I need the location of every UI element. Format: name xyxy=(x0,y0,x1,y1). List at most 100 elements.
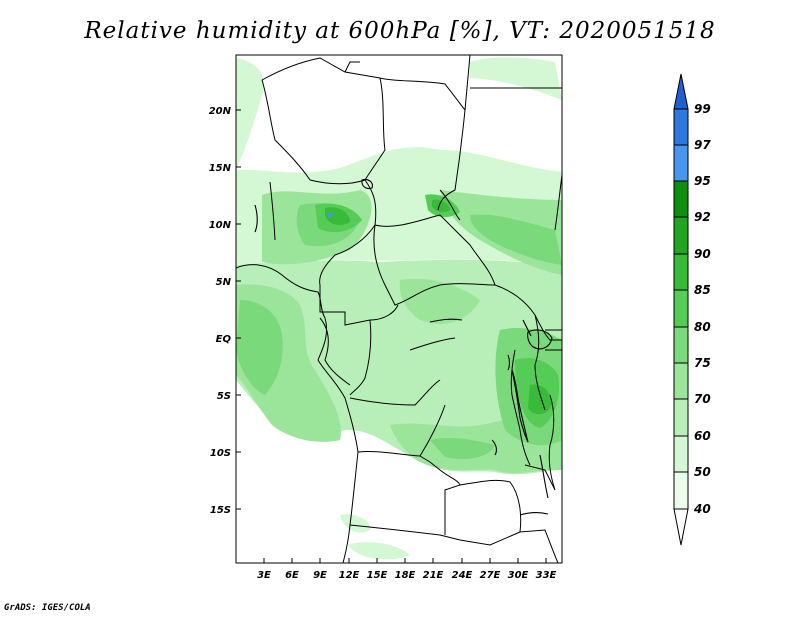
colorbar-swatch-70 xyxy=(673,362,689,400)
colorbar-swatch-75 xyxy=(673,326,689,364)
border-central-6 xyxy=(554,174,562,231)
lake-kivu xyxy=(507,354,511,371)
field-band-85-ne xyxy=(432,199,450,213)
lon-label: 3E xyxy=(257,570,271,581)
border-congo-3 xyxy=(349,379,441,406)
lat-label: 10N xyxy=(209,220,232,231)
colorbar-bottom-arrow xyxy=(673,508,689,546)
colorbar-label: 60 xyxy=(694,429,711,443)
border-east-5 xyxy=(548,394,556,491)
lon-label: 27E xyxy=(480,570,501,581)
border-south-1 xyxy=(349,524,521,546)
colorbar-label: 99 xyxy=(694,102,711,116)
border-north-8 xyxy=(437,109,466,211)
border-north-5 xyxy=(269,181,276,241)
field-band-50-south xyxy=(340,514,371,533)
border-congo-1 xyxy=(319,317,351,386)
colorbar-label: 97 xyxy=(694,138,711,152)
border-north-2 xyxy=(261,79,311,181)
lat-label: 15N xyxy=(209,163,232,174)
lake-chad xyxy=(361,178,373,190)
lake-volta xyxy=(254,204,258,233)
border-east-4 xyxy=(545,329,562,351)
border-south-2 xyxy=(357,404,446,471)
lon-label: 33E xyxy=(536,570,557,581)
colorbar-label: 90 xyxy=(694,247,711,261)
coastline-west xyxy=(236,264,359,563)
colorbar-swatch-90 xyxy=(673,216,689,255)
border-south-4 xyxy=(459,479,559,563)
field-band-70-central xyxy=(399,278,480,324)
colorbar-swatch-95 xyxy=(673,144,689,182)
border-east-6 xyxy=(524,464,556,491)
field-band-85-east xyxy=(528,384,552,415)
field-band-75-west xyxy=(236,300,283,395)
colorbar-swatch-40 xyxy=(673,471,689,510)
chart-title: Relative humidity at 600hPa [%], VT: 202… xyxy=(84,18,716,44)
lon-label: 9E xyxy=(313,570,327,581)
colorbar-swatch-60 xyxy=(673,398,689,437)
border-central-2 xyxy=(374,214,496,286)
lon-label: 12E xyxy=(339,570,360,581)
lat-label: 20N xyxy=(209,106,232,117)
lat-label: 5S xyxy=(217,391,231,402)
lon-label: 15E xyxy=(367,570,388,581)
lakes xyxy=(254,178,553,516)
lon-label: 21E xyxy=(423,570,444,581)
field-blob-95 xyxy=(327,212,333,218)
colorbar-label: 95 xyxy=(694,174,711,188)
field-band-50-ne xyxy=(470,57,562,100)
border-east-3 xyxy=(519,429,531,466)
border-central-7 xyxy=(439,189,461,221)
lake-victoria xyxy=(527,329,553,350)
colorbar: 99 97 95 92 90 85 80 75 70 60 50 40 xyxy=(673,73,711,546)
lake-kariba xyxy=(519,512,549,516)
lon-axis: 3E 6E 9E 12E 15E 18E 21E 24E 27E 30E 33E xyxy=(257,558,557,581)
colorbar-label: 92 xyxy=(694,210,711,224)
colorbar-label: 80 xyxy=(694,320,711,334)
border-east-1 xyxy=(510,349,521,431)
humidity-field xyxy=(236,55,562,563)
lake-malawi xyxy=(539,454,549,499)
field-band-75-south xyxy=(430,437,495,460)
border-central-1 xyxy=(319,224,376,286)
border-north-4 xyxy=(309,179,377,226)
field-band-50-sw xyxy=(348,542,410,560)
colorbar-label: 70 xyxy=(694,392,711,406)
field-band-85-north xyxy=(325,207,350,226)
lake-mweru xyxy=(491,439,497,456)
lon-label: 18E xyxy=(395,570,416,581)
border-north-3 xyxy=(364,77,386,181)
map-frame xyxy=(235,54,563,564)
lat-label: 15S xyxy=(210,505,231,516)
lon-label: 24E xyxy=(452,570,473,581)
lake-albert xyxy=(522,319,532,337)
colorbar-swatch-85 xyxy=(673,253,689,291)
colorbar-label: 50 xyxy=(694,465,711,479)
lake-tanganyika xyxy=(511,369,529,443)
border-east-2 xyxy=(534,314,546,411)
river-congo xyxy=(409,318,463,351)
colorbar-label: 75 xyxy=(694,356,711,370)
border-central-3 xyxy=(373,224,496,306)
colorbar-swatch-80 xyxy=(673,289,689,328)
lat-label: 5N xyxy=(216,277,232,288)
colorbar-top-arrow xyxy=(673,73,689,110)
lat-axis: 20N 15N 10N 5N EQ 5S 10S 15S xyxy=(209,106,241,516)
lat-label: EQ xyxy=(216,334,232,345)
country-borders xyxy=(236,55,562,563)
colorbar-label: 40 xyxy=(693,502,711,516)
border-central-4 xyxy=(319,285,399,326)
field-band-75-ne xyxy=(470,214,562,265)
colorbar-swatch-92 xyxy=(673,180,689,218)
colorbar-swatch-50 xyxy=(673,435,689,473)
border-north-1 xyxy=(261,57,381,81)
border-congo-2 xyxy=(349,319,372,396)
colorbar-label: 85 xyxy=(694,283,711,297)
border-north-6 xyxy=(344,55,471,112)
lat-label: 10S xyxy=(210,448,231,459)
colorbar-swatch-97 xyxy=(673,108,689,146)
lon-label: 30E xyxy=(508,570,529,581)
lon-label: 6E xyxy=(285,570,299,581)
